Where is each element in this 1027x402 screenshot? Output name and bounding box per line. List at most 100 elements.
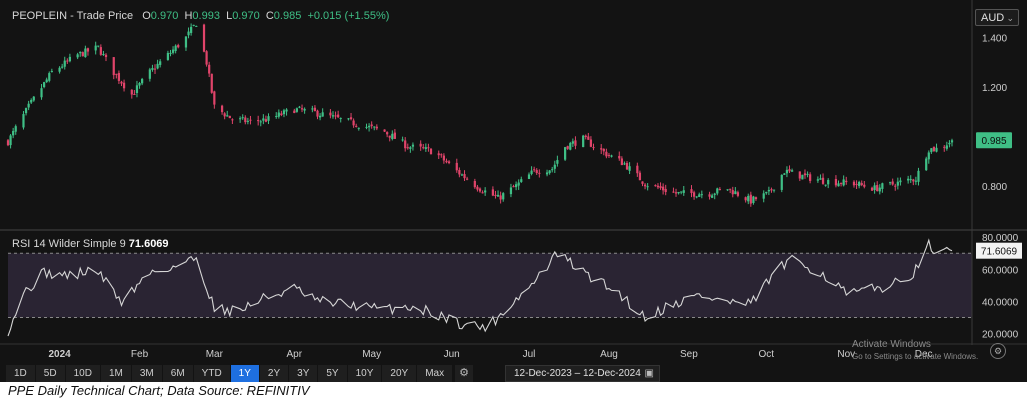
candle-body — [133, 93, 136, 95]
candle-body — [166, 52, 170, 60]
candle-body — [86, 48, 90, 52]
range-button-1m[interactable]: 1M — [100, 365, 132, 382]
range-button-2y[interactable]: 2Y — [259, 365, 290, 382]
candle-body — [122, 82, 126, 89]
candle-body — [473, 180, 476, 188]
candle-body — [437, 153, 440, 156]
low-label: L — [226, 10, 233, 22]
high-label: H — [184, 10, 193, 22]
candle-body — [888, 182, 892, 184]
chart-settings-gear-icon[interactable]: ⚙ — [990, 343, 1006, 359]
candle-body — [22, 114, 25, 128]
open-label: O — [142, 10, 151, 22]
candle-body — [899, 180, 902, 183]
date-separator: – — [574, 368, 581, 379]
rsi-tick-label: 20.0000 — [982, 330, 1019, 341]
candle-body — [6, 140, 10, 146]
candle-body — [226, 115, 229, 117]
candle-body — [14, 126, 17, 132]
range-button-5y[interactable]: 5Y — [318, 365, 348, 382]
candle-body — [94, 45, 97, 51]
candle-body — [809, 174, 812, 181]
range-button-3y[interactable]: 3Y — [289, 365, 319, 382]
candle-body — [834, 178, 838, 186]
candle-body — [618, 155, 621, 159]
currency-select[interactable]: AUD ⌄ — [975, 9, 1019, 26]
candle-body — [574, 140, 577, 146]
low-value: 0.970 — [232, 10, 260, 22]
rsi-header: RSI 14 Wilder Simple 9 71.6069 — [12, 238, 169, 250]
candle-body — [729, 188, 732, 190]
candle-body — [690, 189, 693, 194]
candle-body — [187, 31, 190, 36]
range-button-max[interactable]: Max — [417, 365, 454, 382]
x-tick-label: Mar — [206, 349, 224, 360]
candle-body — [945, 145, 948, 149]
candle-body — [845, 180, 848, 183]
candle-body — [801, 174, 804, 180]
watermark-line1: Activate Windows — [852, 339, 931, 350]
candle-body — [104, 54, 108, 58]
candle-body — [708, 194, 711, 197]
candle-body — [213, 91, 216, 105]
candle-body — [484, 190, 487, 193]
candle-body — [785, 169, 789, 174]
candle-body — [858, 181, 861, 187]
candle-body — [184, 36, 188, 48]
range-button-1y[interactable]: 1Y — [230, 365, 260, 382]
calendar-icon: ▣ — [644, 368, 654, 379]
candle-body — [339, 117, 342, 119]
candle-body — [628, 166, 631, 171]
candle-body — [930, 148, 933, 153]
candle-body — [927, 152, 930, 160]
date-range-picker[interactable]: 12-Dec-2023 – 12-Dec-2024 ▣ — [505, 365, 660, 382]
candle-body — [153, 68, 157, 70]
candle-body — [925, 158, 928, 171]
candle-body — [551, 169, 554, 171]
toolbar-gear-icon[interactable]: ⚙ — [455, 365, 474, 382]
candle-body — [404, 140, 407, 149]
candle-body — [262, 118, 265, 121]
candle-body — [476, 186, 479, 190]
range-button-5d[interactable]: 5D — [35, 365, 66, 382]
candle-body — [907, 178, 910, 181]
candle-body — [917, 170, 920, 182]
candle-body — [357, 127, 360, 129]
range-button-20y[interactable]: 20Y — [382, 365, 418, 382]
candle-body — [331, 115, 335, 117]
range-button-6m[interactable]: 6M — [162, 365, 194, 382]
x-tick-label: Jun — [444, 349, 460, 360]
candle-body — [592, 147, 595, 149]
candle-body — [538, 172, 541, 174]
candle-body — [736, 192, 740, 196]
range-button-10y[interactable]: 10Y — [347, 365, 383, 382]
candle-body — [411, 144, 415, 147]
candle-body — [641, 181, 644, 184]
candle-body — [117, 73, 121, 81]
candle-body — [171, 49, 175, 53]
candle-body — [440, 154, 443, 156]
range-button-10d[interactable]: 10D — [65, 365, 101, 382]
x-tick-label: May — [362, 349, 381, 360]
candle-body — [584, 135, 587, 138]
candle-body — [388, 135, 391, 138]
candle-body — [638, 172, 642, 181]
candle-body — [455, 162, 458, 171]
candle-body — [99, 47, 102, 55]
candle-body — [535, 170, 538, 174]
candle-body — [772, 189, 776, 191]
range-button-ytd[interactable]: YTD — [193, 365, 231, 382]
candle-body — [313, 107, 317, 112]
candle-body — [881, 183, 884, 189]
last-price-badge — [976, 132, 1012, 149]
rsi-tick-label: 40.0000 — [982, 297, 1019, 308]
candle-body — [852, 181, 856, 186]
symbol-label: PEOPLEIN — [12, 10, 68, 22]
candle-body — [623, 163, 626, 165]
candle-body — [587, 136, 590, 140]
range-button-3m[interactable]: 3M — [131, 365, 163, 382]
candle-body — [321, 112, 324, 117]
candle-body — [424, 147, 427, 149]
candle-body — [659, 186, 662, 189]
range-button-1d[interactable]: 1D — [6, 365, 36, 382]
